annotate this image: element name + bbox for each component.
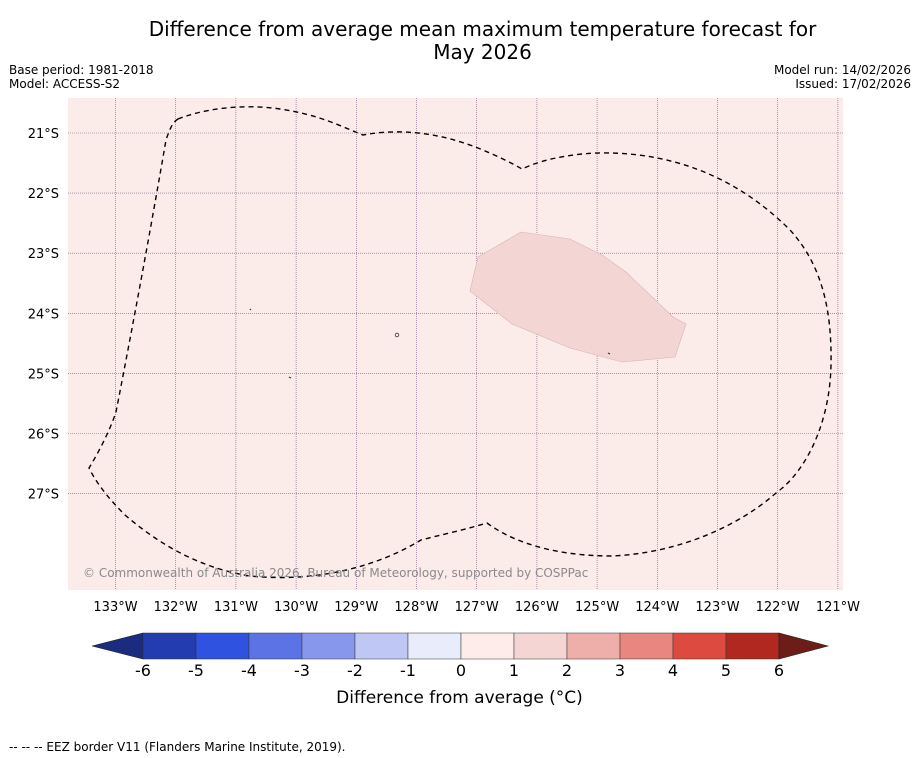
meta-right: Model run: 14/02/2026 Issued: 17/02/2026 (774, 63, 911, 91)
lon-label: 127°W (455, 600, 499, 615)
lat-label: 24°S (28, 307, 59, 322)
lon-label: 124°W (635, 600, 679, 615)
graticule (68, 98, 843, 590)
colorbar-tick-label: -1 (400, 661, 416, 680)
colorbar-tick-label: -4 (241, 661, 257, 680)
copyright-notice: © Commonwealth of Australia 2026, Bureau… (83, 566, 588, 580)
lat-label: 26°S (28, 428, 59, 443)
lat-label: 27°S (28, 488, 59, 503)
lon-label: 128°W (394, 600, 438, 615)
lat-label: 21°S (28, 127, 59, 142)
colorbar-segment (142, 632, 197, 660)
colorbar-tick-label: 2 (562, 661, 572, 680)
model-name: Model: ACCESS-S2 (9, 77, 121, 91)
lat-label: 25°S (28, 367, 59, 382)
base-period: Base period: 1981-2018 (9, 63, 154, 77)
colorbar-tick-label: 4 (668, 661, 678, 680)
colorbar-segment (301, 632, 356, 660)
longitude-labels: 133°W 132°W 131°W 130°W 129°W 128°W 127°W 126°W… (93, 600, 860, 615)
colorbar-tick-label: 0 (456, 661, 466, 680)
colorbar-tick-label: -5 (188, 661, 204, 680)
colorbar-tick-label: 3 (615, 661, 625, 680)
latitude-labels: 21°S 22°S 23°S 24°S 25°S 26°S 27°S (28, 127, 59, 503)
lon-label: 122°W (756, 600, 800, 615)
island-speck (394, 332, 400, 338)
colorbar-segment (248, 632, 303, 660)
model-run: Model run: 14/02/2026 (773, 63, 911, 77)
colorbar-tick-label: 6 (774, 661, 784, 680)
colorbar-segment (460, 632, 515, 660)
colorbar (91, 632, 830, 660)
colorbar-segment (619, 632, 674, 660)
lon-label: 130°W (274, 600, 318, 615)
map-area (68, 98, 843, 590)
island-speck (249, 308, 252, 311)
meta-left: Base period: 1981-2018 Model: ACCESS-S2 (9, 63, 154, 91)
colorbar-tick-label: 1 (509, 661, 519, 680)
island-speck (288, 376, 292, 379)
map-title: Difference from average mean maximum tem… (0, 18, 919, 64)
colorbar-segment (566, 632, 621, 660)
lon-label: 126°W (515, 600, 559, 615)
lon-label: 131°W (214, 600, 258, 615)
colorbar-tick-label: 5 (721, 661, 731, 680)
eez-border (88, 106, 832, 579)
lat-label: 22°S (28, 187, 59, 202)
island-speck (607, 352, 611, 355)
colorbar-segment (513, 632, 568, 660)
lon-label: 129°W (334, 600, 378, 615)
colorbar-tick-label: -3 (294, 661, 310, 680)
colorbar-segment (725, 632, 780, 660)
anomaly-patch (469, 231, 687, 363)
title-line-2: May 2026 (433, 40, 532, 64)
lon-label: 132°W (154, 600, 198, 615)
colorbar-segment (354, 632, 409, 660)
colorbar-label: Difference from average (°C) (336, 688, 583, 708)
colorbar-segment (195, 632, 250, 660)
colorbar-ticks: -6 -5 -4 -3 -2 -1 0 1 2 3 4 5 6 (135, 661, 784, 680)
colorbar-segment (407, 632, 462, 660)
colorbar-segment (672, 632, 727, 660)
colorbar-tick-label: -2 (347, 661, 363, 680)
colorbar-over-arrow (778, 632, 830, 660)
title-line-1: Difference from average mean maximum tem… (148, 17, 817, 41)
issued-date: Issued: 17/02/2026 (795, 77, 911, 91)
lon-label: 133°W (93, 600, 137, 615)
lon-label: 121°W (816, 600, 860, 615)
lat-label: 23°S (28, 247, 59, 262)
footnote: -- -- -- EEZ border V11 (Flanders Marine… (9, 740, 346, 754)
colorbar-tick-label: -6 (135, 661, 151, 680)
colorbar-under-arrow (91, 632, 144, 660)
lon-label: 125°W (575, 600, 619, 615)
lon-label: 123°W (695, 600, 739, 615)
